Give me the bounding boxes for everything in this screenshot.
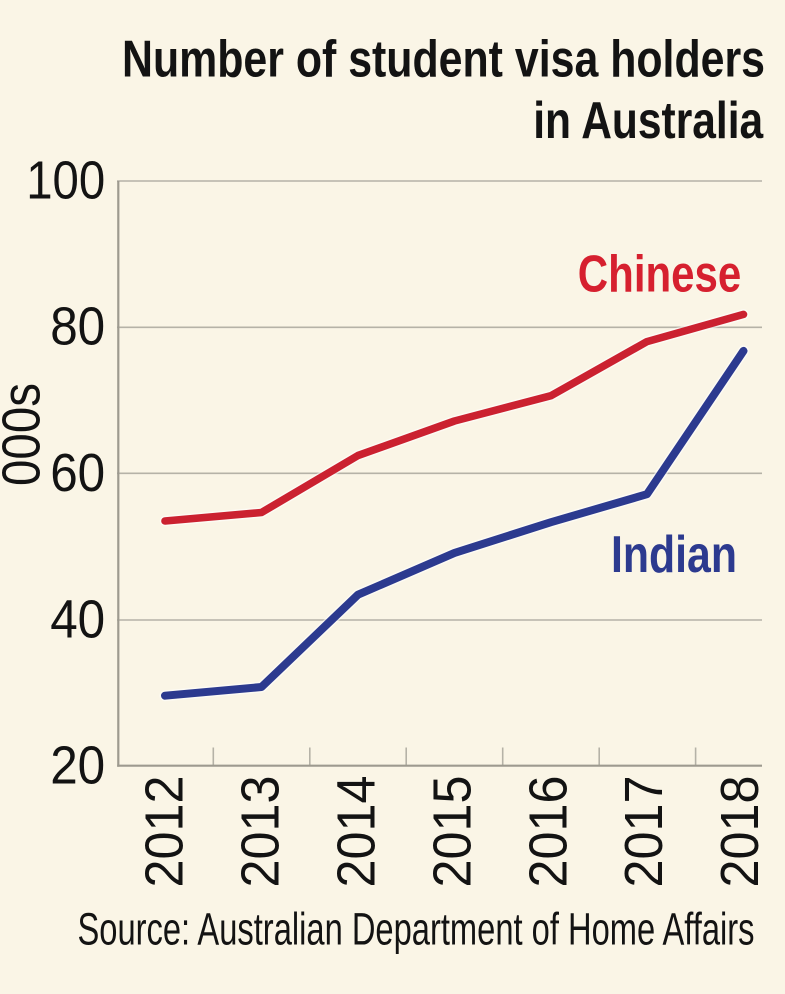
svg-text:2018: 2018 — [710, 776, 770, 888]
svg-text:in Australia: in Australia — [533, 92, 764, 150]
svg-text:20: 20 — [50, 736, 105, 796]
svg-text:000s: 000s — [0, 383, 52, 486]
svg-text:100: 100 — [26, 150, 105, 210]
svg-text:2016: 2016 — [518, 776, 578, 888]
svg-text:Number of student visa holders: Number of student visa holders — [122, 31, 765, 89]
svg-text:2012: 2012 — [135, 776, 195, 888]
svg-text:2017: 2017 — [614, 776, 674, 888]
svg-text:80: 80 — [50, 297, 105, 357]
svg-text:40: 40 — [50, 589, 105, 649]
svg-text:Chinese: Chinese — [578, 246, 742, 304]
svg-text:2013: 2013 — [231, 776, 291, 888]
svg-text:60: 60 — [50, 443, 105, 503]
svg-text:2015: 2015 — [422, 776, 482, 888]
svg-text:Indian: Indian — [611, 526, 737, 584]
svg-text:Source: Australian Department: Source: Australian Department of Home Af… — [78, 903, 755, 954]
svg-text:2014: 2014 — [327, 776, 387, 888]
